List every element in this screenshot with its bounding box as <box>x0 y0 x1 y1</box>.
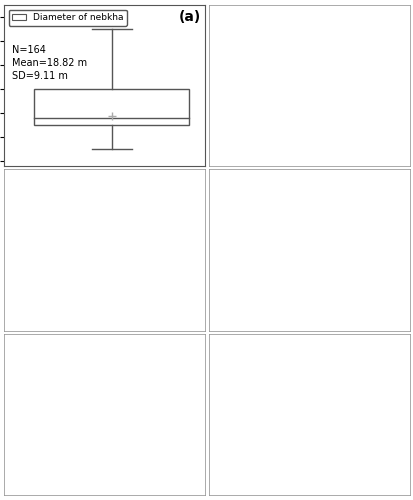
Text: N=164: N=164 <box>12 46 46 56</box>
Bar <box>34 89 188 126</box>
Legend: Diameter of nebkha: Diameter of nebkha <box>9 10 127 26</box>
Text: (a): (a) <box>178 10 201 24</box>
X-axis label: Diameter of nebkha: Diameter of nebkha <box>52 172 156 181</box>
Text: Mean=18.82 m: Mean=18.82 m <box>12 58 87 68</box>
Text: SD=9.11 m: SD=9.11 m <box>12 71 68 81</box>
